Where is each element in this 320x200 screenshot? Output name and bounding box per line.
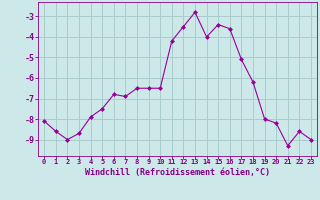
X-axis label: Windchill (Refroidissement éolien,°C): Windchill (Refroidissement éolien,°C) bbox=[85, 168, 270, 177]
